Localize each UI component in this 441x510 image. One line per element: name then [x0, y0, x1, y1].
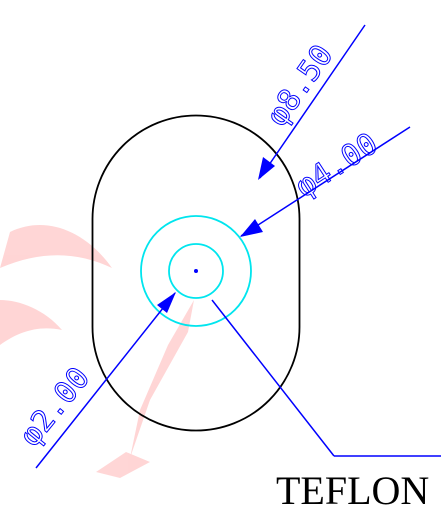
inner-diameter-arrowhead [240, 219, 263, 237]
outer-diameter-arrowhead [258, 157, 275, 180]
material-leader [211, 299, 335, 457]
inner-diameter-label: φ4.00 [289, 126, 384, 205]
core-diameter-arrowhead [157, 292, 176, 313]
material-callout: TEFLON [211, 299, 441, 510]
watermark-logo [0, 225, 194, 478]
outer-diameter-leader [259, 24, 366, 179]
insulation-circle [140, 215, 252, 327]
outer-jacket-outline [91, 114, 301, 432]
core-diameter-leader [35, 292, 176, 469]
inner-diameter-leader [240, 126, 411, 237]
core-circle [168, 243, 224, 299]
center-point [194, 269, 198, 273]
material-label: TEFLON [276, 468, 429, 510]
